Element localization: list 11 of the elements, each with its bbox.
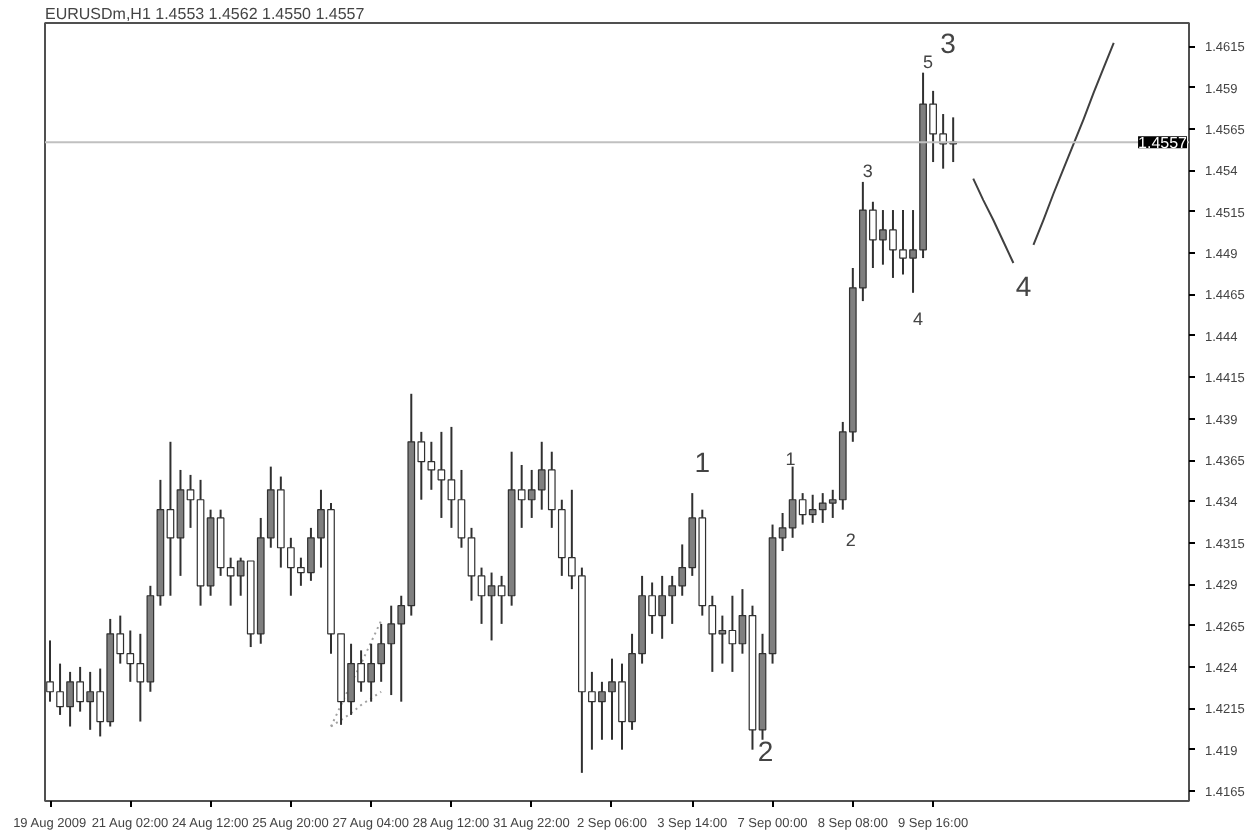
chart-title: EURUSDm,H1 1.4553 1.4562 1.4550 1.4557 bbox=[45, 5, 366, 23]
annotation: 2 bbox=[845, 530, 856, 551]
annotation: 4 bbox=[913, 308, 924, 329]
annotation: 5 bbox=[923, 52, 934, 73]
annotation: 1 bbox=[694, 445, 711, 478]
annotation: 2 bbox=[757, 735, 774, 768]
ref-line-label: 1.4557 bbox=[1138, 134, 1189, 153]
annotation: 3 bbox=[862, 161, 873, 182]
annotation: 4 bbox=[1015, 270, 1032, 303]
annotation: 1 bbox=[785, 449, 796, 470]
annotation: 3 bbox=[940, 26, 957, 59]
